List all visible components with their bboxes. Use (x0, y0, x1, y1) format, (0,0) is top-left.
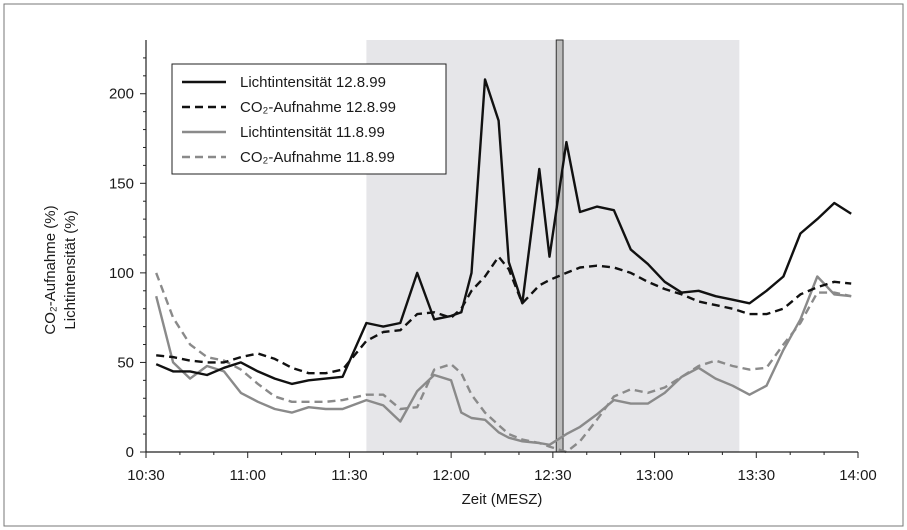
x-tick-label: 12:30 (534, 467, 572, 484)
y-tick-label: 100 (109, 265, 134, 282)
y-axis-title-line-1: CO₂-Aufnahme (%) (42, 205, 59, 334)
x-tick-label: 10:30 (127, 467, 165, 484)
y-ticks: 0 50 100 150 200 (109, 57, 146, 461)
x-tick-label: 13:30 (738, 467, 776, 484)
series-line-4 (155, 272, 852, 454)
legend: Lichtintensität 12.8.99 CO₂-Aufnahme 12.8… (171, 63, 447, 175)
x-axis-title: Zeit (MESZ) (462, 491, 543, 508)
x-tick-label: 14:00 (839, 467, 877, 484)
y-tick-label: 150 (109, 175, 134, 192)
x-tick-label: 13:00 (636, 467, 674, 484)
time-marker-bar (555, 39, 564, 453)
y-tick-label: 50 (117, 354, 134, 371)
y-tick-label: 200 (109, 86, 134, 103)
figure-frame (3, 3, 904, 527)
legend-label: Lichtintensität 12.8.99 (240, 74, 386, 91)
legend-label: CO₂-Aufnahme 12.8.99 (240, 99, 396, 116)
series-layer (155, 78, 852, 454)
x-tick-label: 12:00 (432, 467, 470, 484)
series-line-2 (156, 255, 852, 375)
x-ticks: 10:30 11:00 11:30 12:00 12:30 13:00 13:30 14:00 (127, 452, 877, 484)
y-axis-title-line-2: Lichtintensität (%) (62, 210, 79, 329)
series-line-3 (155, 275, 852, 446)
y-tick-label: 0 (126, 444, 134, 461)
x-tick-label: 11:00 (229, 467, 265, 484)
series-line-1 (155, 78, 852, 386)
legend-label: Lichtintensität 11.8.99 (240, 124, 385, 141)
legend-label: CO₂-Aufnahme 11.8.99 (240, 149, 395, 166)
x-tick-label: 11:30 (331, 467, 367, 484)
